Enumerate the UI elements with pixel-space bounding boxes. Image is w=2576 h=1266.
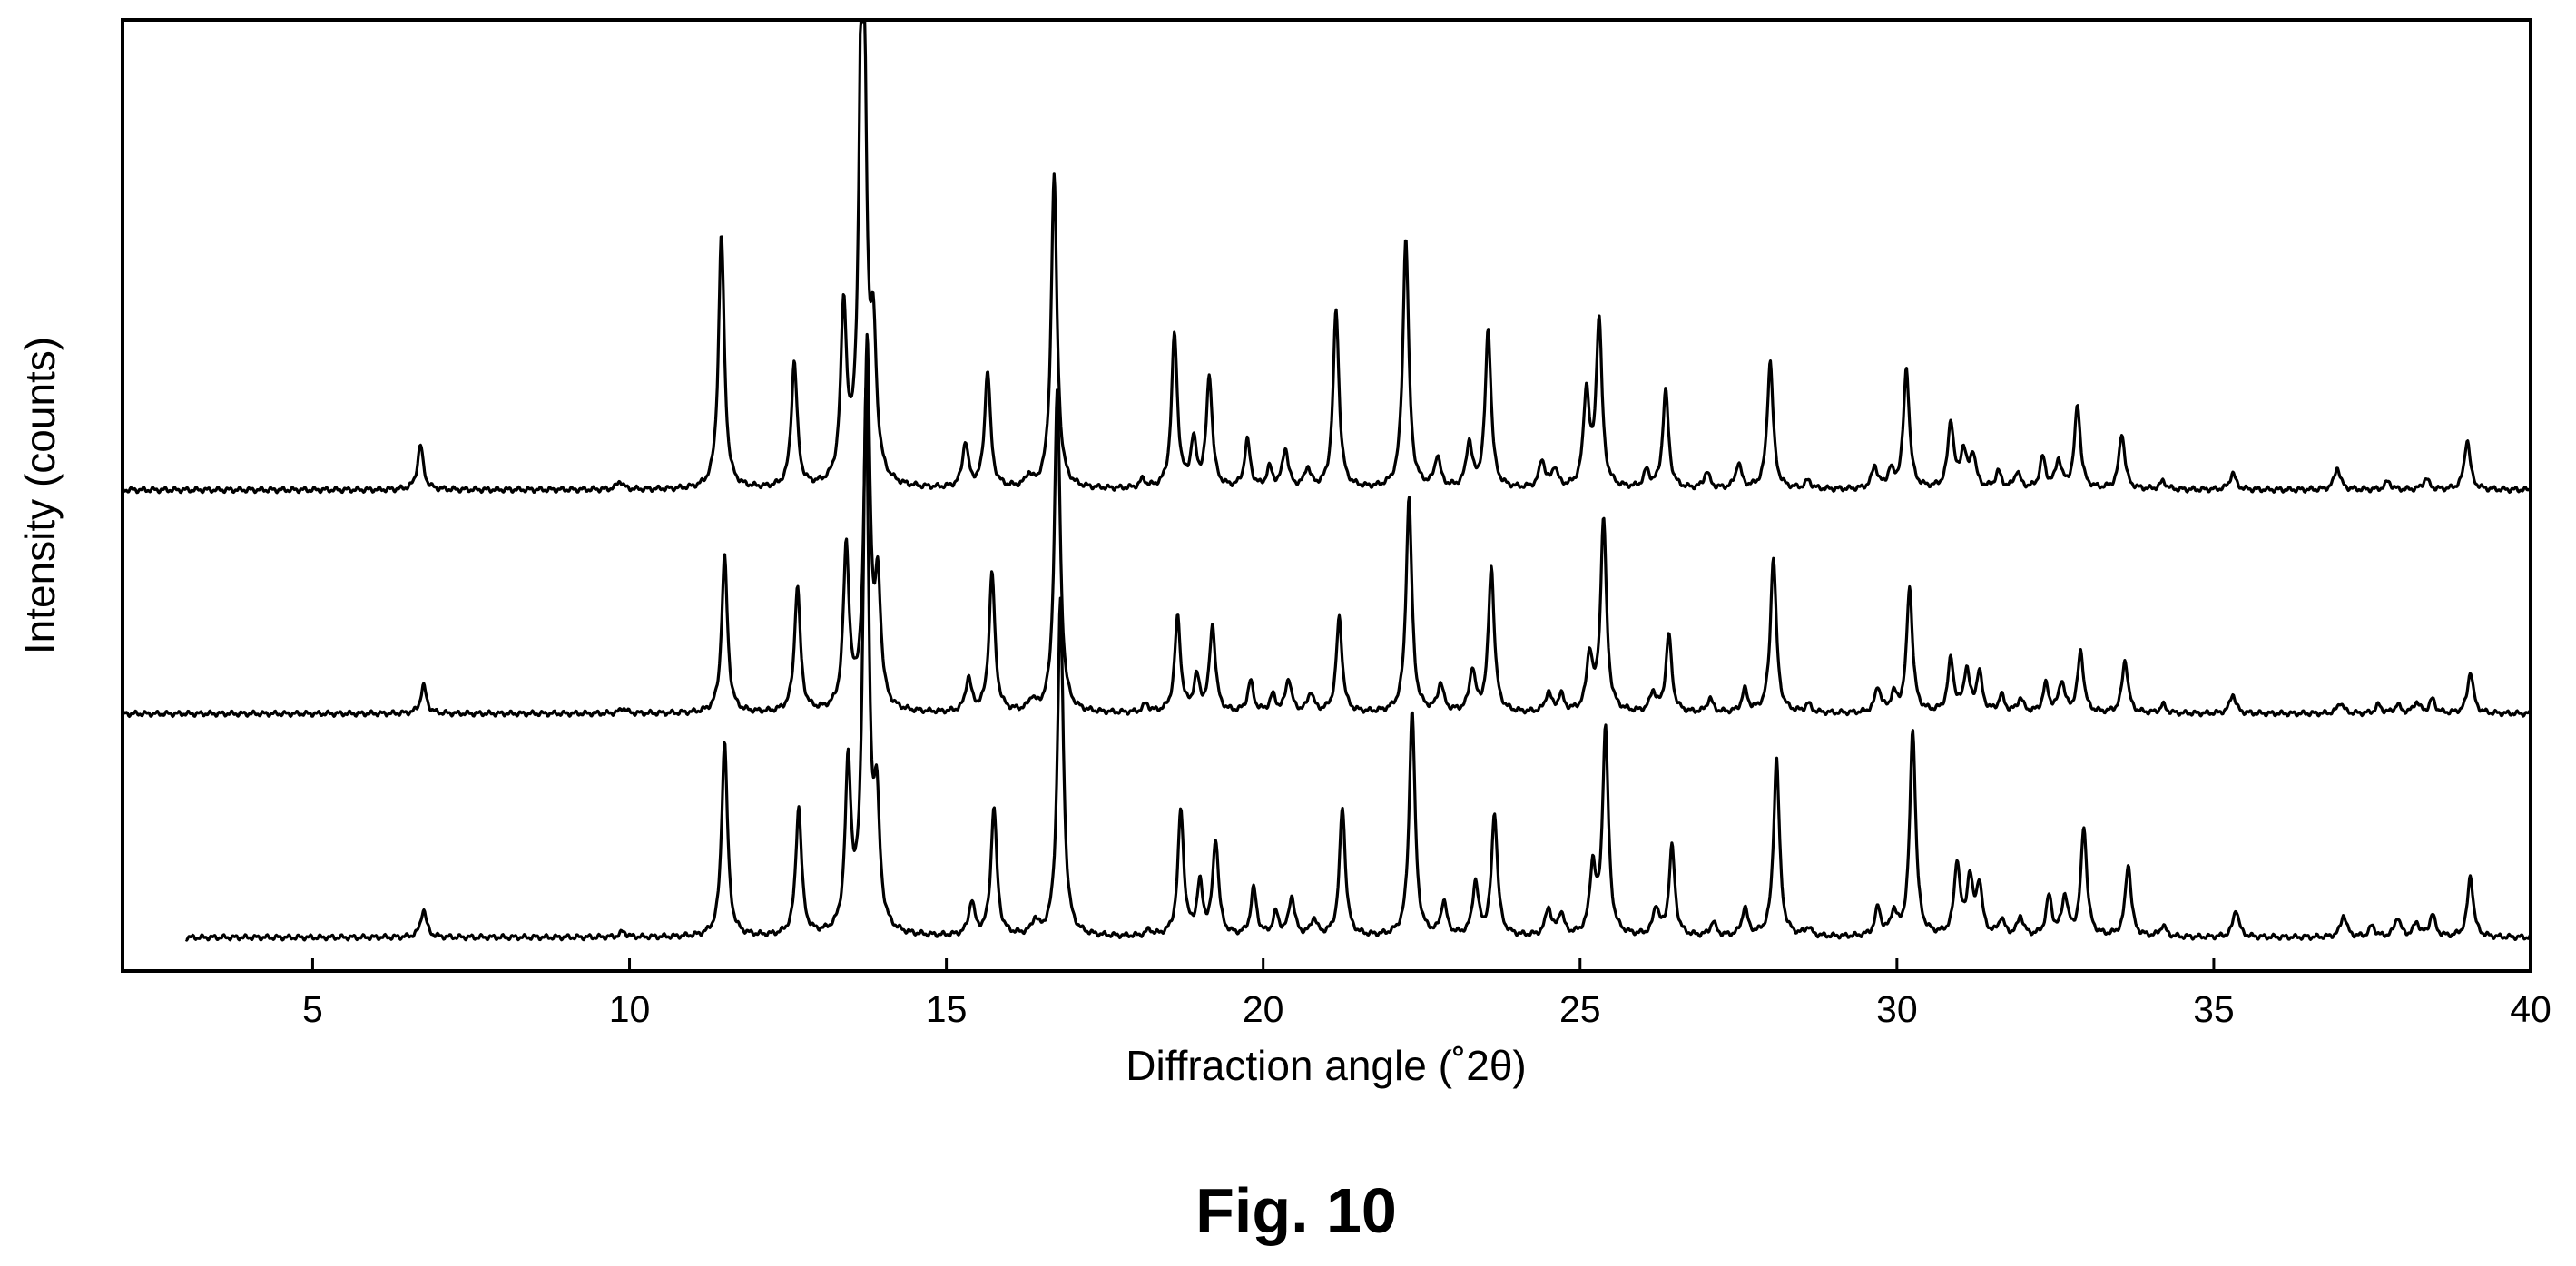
diffraction-trace-3 [121, 20, 2532, 495]
x-tick-label: 15 [926, 988, 968, 1030]
x-axis-title: Diffraction angle (˚2θ) [1126, 1042, 1526, 1089]
x-tick-label: 35 [2193, 988, 2235, 1030]
x-tick-label: 25 [1559, 988, 1601, 1030]
x-tick-label: 10 [609, 988, 651, 1030]
diffraction-traces [121, 20, 2532, 942]
figure-caption: Fig. 10 [1195, 1175, 1397, 1246]
x-tick-label: 5 [302, 988, 323, 1030]
x-tick-label: 40 [2510, 988, 2551, 1030]
diffraction-trace-1 [184, 387, 2532, 942]
x-tick-label: 30 [1876, 988, 1918, 1030]
diffraction-trace-2 [122, 332, 2532, 719]
plot-frame [121, 18, 2532, 973]
x-tick-label: 20 [1243, 988, 1284, 1030]
x-axis-ticks: 5 10 15 20 25 30 35 40 [302, 958, 2551, 1030]
y-axis-title: Intensity (counts) [16, 337, 64, 654]
